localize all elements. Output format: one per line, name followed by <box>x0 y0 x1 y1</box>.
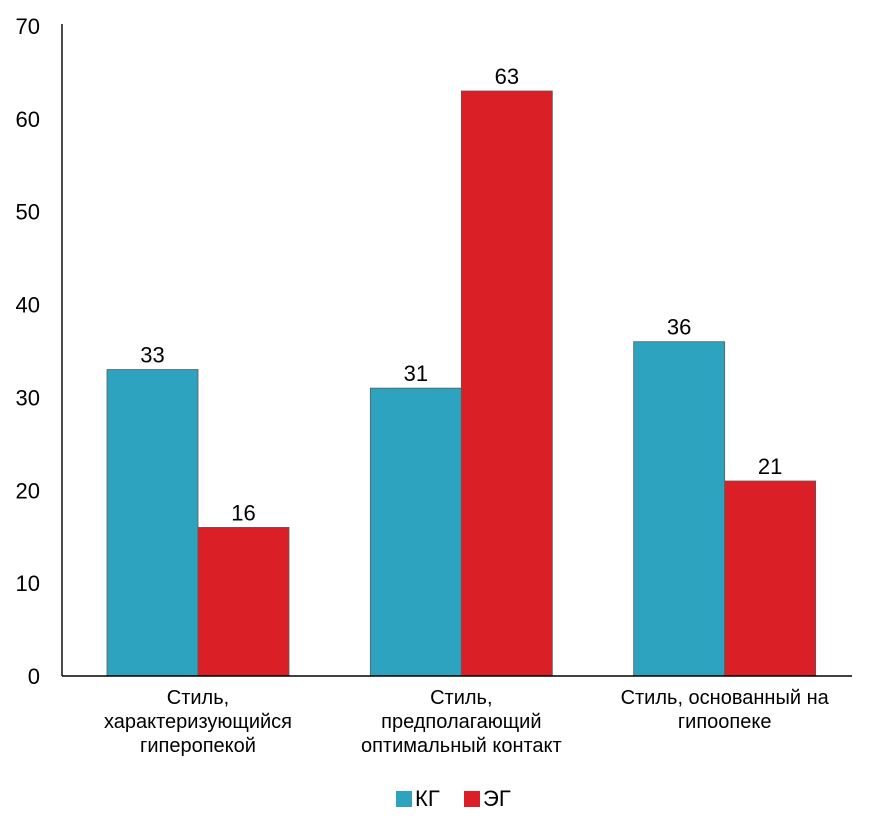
y-tick-label: 30 <box>16 385 40 410</box>
data-label-kg-2: 36 <box>667 315 691 340</box>
bar-eg-0 <box>197 527 290 677</box>
bar-kg-0 <box>106 369 199 677</box>
legend: КГ ЭГ <box>396 786 511 811</box>
category-label-line: предполагающий <box>381 711 541 733</box>
legend-label-eg: ЭГ <box>483 786 511 811</box>
category-label-1: Стиль, предполагающий оптимальный контакт <box>361 687 562 757</box>
y-tick-label: 10 <box>16 571 40 596</box>
category-label-line: Стиль, основанный на <box>621 687 830 709</box>
y-tick-label: 50 <box>16 200 40 225</box>
data-label-kg-1: 31 <box>404 361 428 386</box>
legend-swatch-kg <box>396 791 412 807</box>
y-tick-label: 60 <box>16 107 40 132</box>
data-label-eg-1: 63 <box>495 64 519 89</box>
legend-swatch-eg <box>464 791 480 807</box>
category-label-2: Стиль, основанный на гипоопеке <box>621 687 830 733</box>
bar-kg-2 <box>633 341 726 677</box>
y-tick-label: 20 <box>16 478 40 503</box>
axis-layer: 0 10 20 30 40 50 60 70 <box>16 14 852 689</box>
y-tick-label: 0 <box>28 664 40 689</box>
category-label-line: оптимальный контакт <box>361 735 562 757</box>
data-label-eg-2: 21 <box>758 454 782 479</box>
bars-layer <box>106 90 817 677</box>
legend-label-kg: КГ <box>415 786 440 811</box>
category-label-line: характеризующийся <box>104 711 292 733</box>
bar-kg-1 <box>369 387 462 677</box>
y-tick-label: 40 <box>16 293 40 318</box>
bar-eg-1 <box>460 90 553 677</box>
category-label-line: Стиль, <box>167 687 229 709</box>
data-label-kg-0: 33 <box>140 343 164 368</box>
category-label-line: гипоопеке <box>678 711 772 733</box>
category-label-0: Стиль, характеризующийся гиперопекой <box>104 687 292 757</box>
category-label-line: Стиль, <box>430 687 492 709</box>
data-label-eg-0: 16 <box>231 500 255 525</box>
category-label-line: гиперопекой <box>140 735 256 757</box>
bar-eg-2 <box>724 480 817 677</box>
y-tick-label: 70 <box>16 14 40 39</box>
